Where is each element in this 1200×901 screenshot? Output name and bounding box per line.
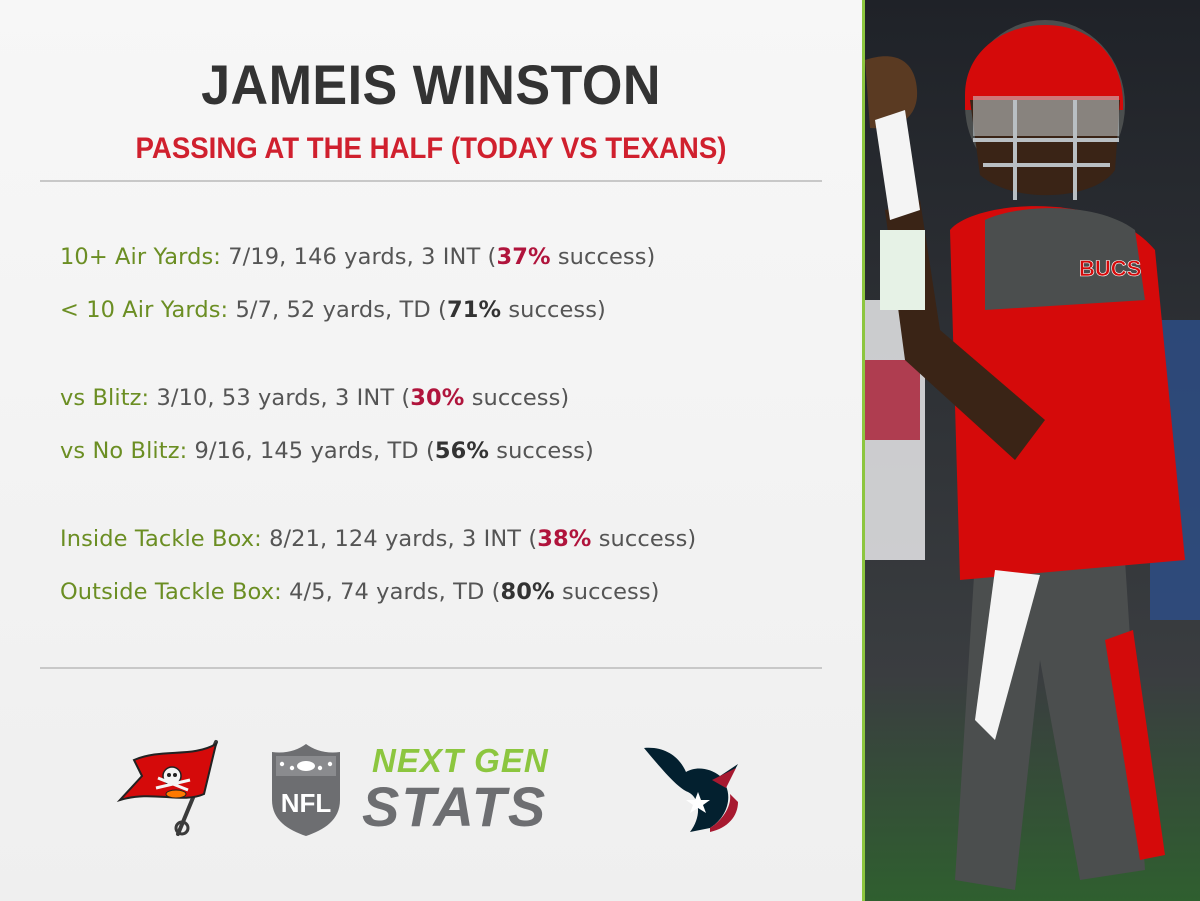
bottom-rule	[40, 667, 822, 669]
stat-value: 3/10, 53 yards, 3 INT (	[149, 385, 411, 411]
stats-panel	[0, 0, 862, 901]
success-pct: 30%	[410, 385, 465, 411]
success-pct: 37%	[496, 244, 551, 270]
stat-tail: success)	[554, 579, 660, 605]
stat-label: Inside Tackle Box:	[60, 526, 262, 552]
nfl-shield-logo: NFL	[272, 744, 340, 836]
success-pct: 38%	[537, 526, 592, 552]
stat-label: Outside Tackle Box:	[60, 579, 282, 605]
stats-wordmark: STATS	[362, 775, 548, 838]
stat-row-air-10plus: 10+ Air Yards: 7/19, 146 yards, 3 INT (3…	[60, 244, 655, 270]
stat-row-vs-no-blitz: vs No Blitz: 9/16, 145 yards, TD (56% su…	[60, 438, 594, 464]
player-name-title: JAMEIS WINSTON	[201, 53, 661, 116]
buccaneers-flag-logo	[116, 740, 218, 836]
stat-tail: success)	[550, 244, 656, 270]
stat-label: < 10 Air Yards:	[60, 297, 229, 323]
stat-value: 8/21, 124 yards, 3 INT (	[261, 526, 538, 552]
stat-tail: success)	[591, 526, 697, 552]
jersey-text: BUCS	[1079, 256, 1141, 281]
success-pct: 56%	[434, 438, 489, 464]
top-rule	[40, 180, 822, 182]
graphic-subtitle: PASSING AT THE HALF (TODAY VS TEXANS)	[135, 132, 727, 165]
next-gen-wordmark: NEXT GEN	[372, 742, 549, 779]
panel-divider	[862, 0, 865, 901]
stat-tail: success)	[464, 385, 570, 411]
stat-value: 9/16, 145 yards, TD (	[187, 438, 435, 464]
stat-row-inside-tackle-box: Inside Tackle Box: 8/21, 124 yards, 3 IN…	[60, 526, 696, 552]
stat-row-air-under10: < 10 Air Yards: 5/7, 52 yards, TD (71% s…	[60, 297, 606, 323]
stat-row-outside-tackle-box: Outside Tackle Box: 4/5, 74 yards, TD (8…	[60, 579, 660, 605]
stat-value: 4/5, 74 yards, TD (	[281, 579, 501, 605]
quarterback-illustration: BUCS	[865, 0, 1200, 901]
texans-bull-logo	[644, 747, 738, 832]
stat-label: vs No Blitz:	[60, 438, 188, 464]
stat-tail: success)	[501, 297, 606, 323]
stat-tail: success)	[489, 438, 594, 464]
stat-label: vs Blitz:	[60, 385, 150, 411]
stat-label: 10+ Air Yards:	[60, 244, 221, 270]
stat-value: 7/19, 146 yards, 3 INT (	[220, 244, 497, 270]
stat-row-vs-blitz: vs Blitz: 3/10, 53 yards, 3 INT (30% suc…	[60, 385, 569, 411]
nfl-shield-text: NFL	[281, 788, 332, 818]
player-photo: BUCS	[865, 0, 1200, 901]
stat-value: 5/7, 52 yards, TD (	[228, 297, 447, 323]
success-pct: 71%	[446, 297, 502, 323]
success-pct: 80%	[500, 579, 555, 605]
